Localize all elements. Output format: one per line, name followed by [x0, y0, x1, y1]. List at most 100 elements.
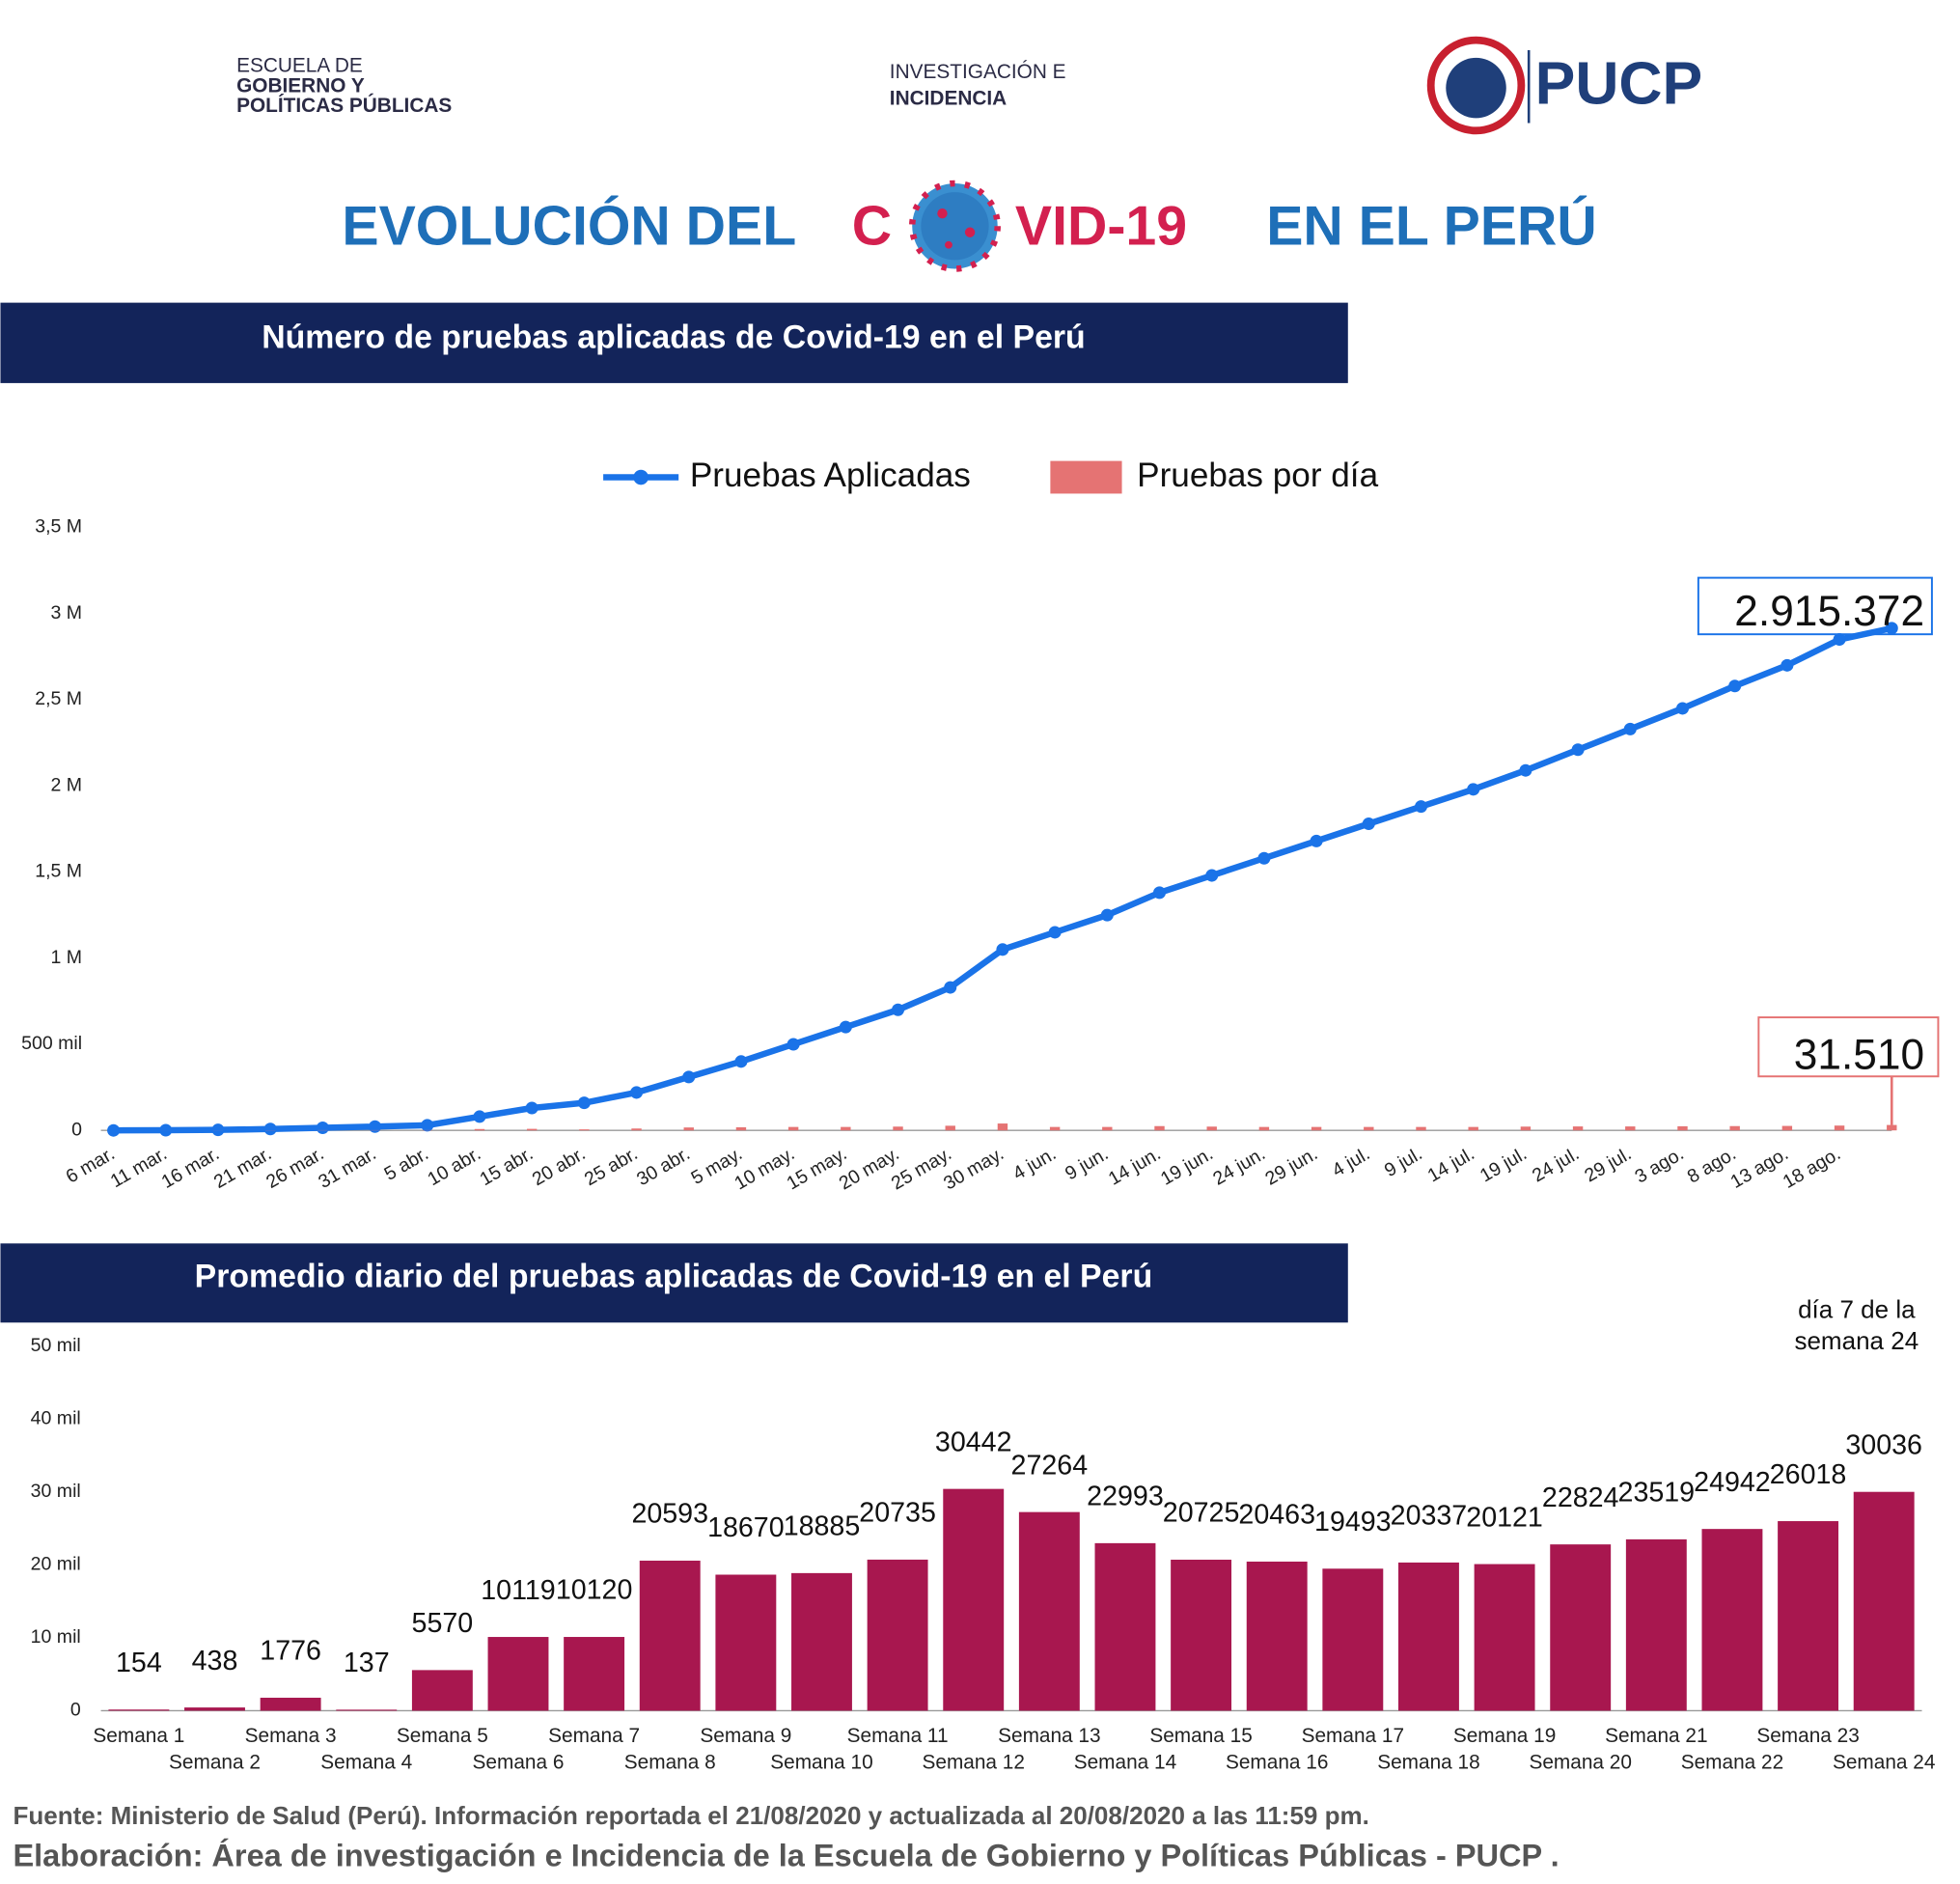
y-tick-label: 3 M [50, 602, 82, 623]
data-label: 18885 [784, 1511, 861, 1542]
line-point [473, 1110, 486, 1123]
bar [411, 1670, 473, 1711]
bar [184, 1707, 245, 1711]
line-point [892, 1003, 905, 1016]
daily-bar [787, 1126, 799, 1131]
data-label: 20463 [1238, 1500, 1315, 1531]
line-point [1571, 743, 1585, 757]
bar [1322, 1568, 1384, 1711]
section-banner [0, 302, 1348, 383]
y-tick-label: 20 mil [31, 1554, 81, 1575]
y-tick-label: 40 mil [31, 1408, 81, 1429]
daily-bar [579, 1129, 590, 1131]
x-tick-label: Semana 2 [169, 1752, 261, 1774]
bar [1625, 1538, 1687, 1711]
x-tick-label: Semana 13 [998, 1725, 1100, 1747]
data-label: 20121 [1466, 1502, 1543, 1533]
bar [1246, 1561, 1308, 1711]
data-label: 20337 [1391, 1501, 1468, 1532]
title-text: VID-19 [1015, 195, 1187, 257]
daily-bar [1049, 1126, 1061, 1131]
chart-title: Promedio diario del pruebas aplicadas de… [195, 1259, 1153, 1295]
x-tick-label: Semana 24 [1833, 1752, 1935, 1774]
data-label: 1776 [260, 1636, 321, 1667]
x-tick-label: Semana 5 [397, 1725, 488, 1747]
y-tick-label: 2 M [50, 774, 82, 795]
main-title: EVOLUCIÓN DEL C VID-19 EN EL PERÚ [342, 180, 1597, 272]
line-point [1885, 622, 1898, 635]
line-point [630, 1086, 644, 1099]
line-point [1205, 869, 1219, 882]
line-point [787, 1038, 800, 1051]
x-tick-label: Semana 14 [1074, 1752, 1176, 1774]
line-point [1833, 633, 1846, 647]
logo-text: INCIDENCIA [890, 87, 1007, 109]
section-banner [0, 1243, 1348, 1323]
data-label: 20725 [1163, 1498, 1240, 1529]
line-point [1781, 658, 1794, 672]
daily-bar [1102, 1126, 1113, 1131]
daily-bar [1416, 1126, 1426, 1131]
bar [1474, 1564, 1535, 1711]
daily-bar [1468, 1126, 1478, 1131]
y-tick-label: 0 [70, 1700, 81, 1721]
daily-bar [1781, 1125, 1793, 1131]
x-tick-label: Semana 16 [1226, 1752, 1328, 1774]
line-point [1310, 834, 1323, 847]
data-label: 27264 [1011, 1450, 1089, 1481]
y-tick-label: 30 mil [31, 1481, 81, 1502]
chart-title: Número de pruebas aplicadas de Covid-19 … [262, 319, 1086, 355]
bar [1171, 1559, 1232, 1711]
seal [1446, 57, 1506, 119]
y-tick-label: 1 M [50, 947, 82, 968]
data-label: 438 [192, 1646, 238, 1676]
line-point [316, 1122, 329, 1135]
daily-bar [1677, 1125, 1688, 1131]
daily-bar [1364, 1126, 1374, 1131]
data-label: 24942 [1694, 1467, 1771, 1498]
bar [1778, 1521, 1839, 1711]
line-point [1414, 800, 1428, 814]
line-point [159, 1123, 173, 1137]
x-tick-label: Semana 11 [847, 1725, 949, 1747]
data-label: 5570 [412, 1608, 474, 1639]
bar [1018, 1511, 1080, 1711]
title-text: EVOLUCIÓN DEL [342, 195, 796, 257]
data-label: 30442 [935, 1427, 1012, 1457]
x-tick-label: Semana 4 [320, 1752, 412, 1774]
line-point [682, 1070, 696, 1084]
daily-bar [1572, 1126, 1584, 1131]
daily-bar [945, 1125, 955, 1131]
data-label: 22824 [1542, 1482, 1619, 1513]
line-point [839, 1020, 852, 1034]
bar [1701, 1529, 1763, 1711]
data-label: 18670 [707, 1512, 785, 1543]
line-point [734, 1055, 748, 1068]
x-tick-label: Semana 12 [922, 1752, 1024, 1774]
logo-left: ESCUELA DE GOBIERNO Y POLÍTICAS PÚBLICAS [236, 54, 452, 117]
x-tick-label: Semana 18 [1377, 1752, 1479, 1774]
line-point [1623, 722, 1637, 735]
daily-bar [1887, 1124, 1897, 1131]
logo-text: POLÍTICAS PÚBLICAS [236, 94, 452, 117]
x-tick-label: Semana 8 [624, 1752, 716, 1774]
daily-bar [1311, 1126, 1322, 1131]
x-tick-label: Semana 6 [473, 1752, 565, 1774]
logo-center: INVESTIGACIÓN E INCIDENCIA [890, 61, 1066, 109]
logo-text: ESCUELA DE [236, 54, 363, 76]
logo-text: INVESTIGACIÓN E [890, 61, 1066, 83]
bar [1094, 1542, 1156, 1711]
y-tick-label: 10 mil [31, 1626, 81, 1648]
daily-bar [1258, 1126, 1270, 1131]
line-point [525, 1101, 538, 1115]
daily-bar [526, 1128, 538, 1131]
line-point [944, 981, 957, 994]
data-label: 10120 [556, 1575, 633, 1606]
data-label: 31.510 [1794, 1031, 1924, 1078]
x-tick-label: Semana 20 [1529, 1752, 1631, 1774]
line-point [1257, 851, 1271, 865]
daily-bar [1625, 1126, 1636, 1131]
data-label: 23519 [1618, 1478, 1696, 1509]
daily-bar [631, 1128, 642, 1131]
daily-bar [893, 1126, 903, 1131]
